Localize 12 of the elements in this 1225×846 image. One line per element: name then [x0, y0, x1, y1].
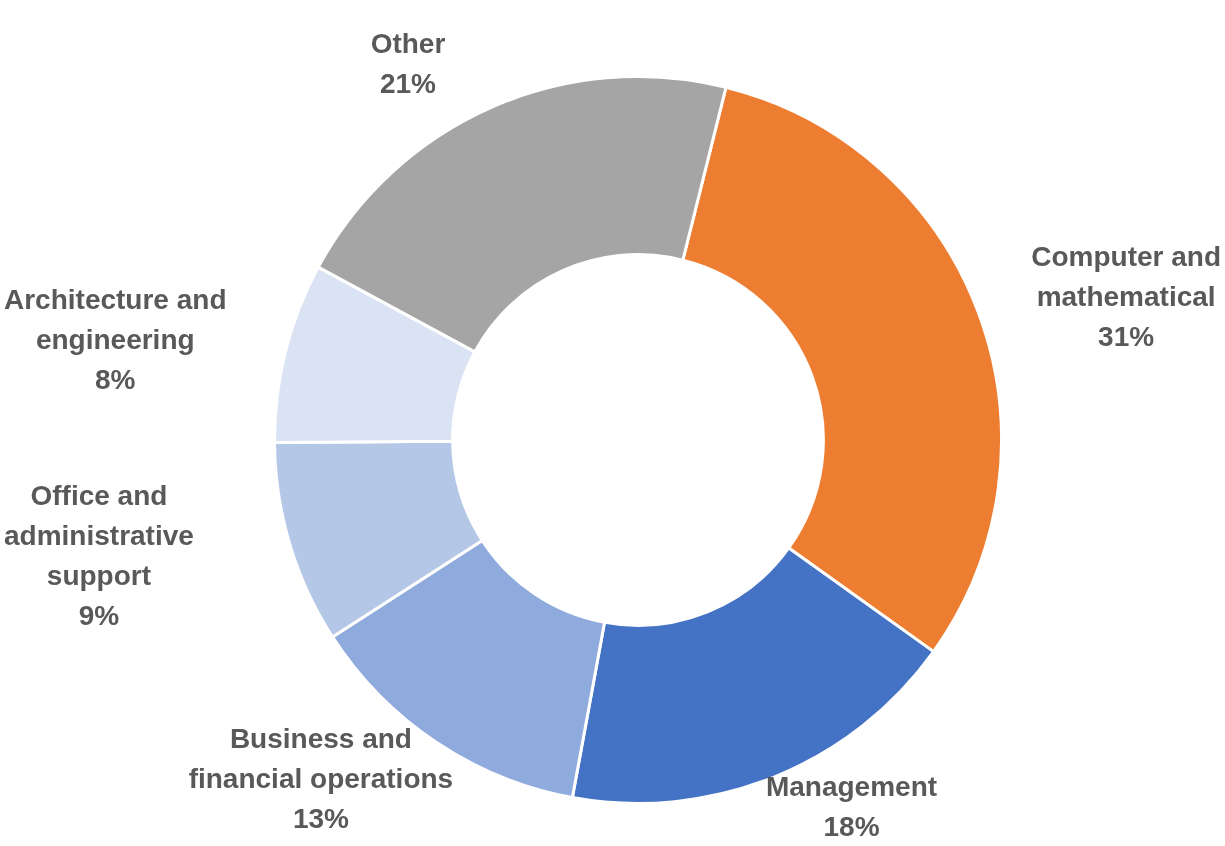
slice-label: Architecture and engineering — [4, 283, 227, 355]
slice-label: Other — [370, 27, 446, 59]
slice-label: Business and financial operations — [188, 723, 454, 795]
data-label: 13% — [292, 803, 350, 835]
slice-label: Office and administrative support — [3, 479, 194, 591]
data-label: 18% — [823, 810, 880, 842]
slice-label: Management — [765, 770, 938, 802]
slice-label: Computer and mathematical — [1031, 241, 1221, 313]
data-label: 9% — [78, 599, 120, 631]
data-label: 21% — [379, 67, 437, 99]
data-label: 8% — [95, 363, 136, 395]
data-label: 31% — [1098, 321, 1155, 353]
